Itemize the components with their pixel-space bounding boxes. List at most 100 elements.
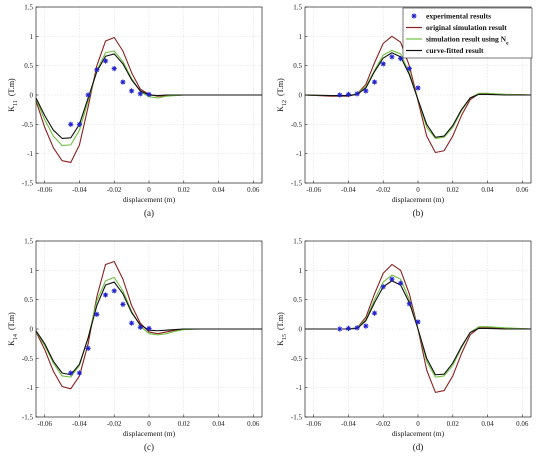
x-tick-label: 0.02 [178, 420, 191, 428]
y-axis-label: K12 (T.m) [276, 78, 288, 112]
experimental-point [380, 284, 386, 290]
y-tick-label: -0.5 [22, 355, 34, 363]
legend-label: experimental results [426, 12, 491, 21]
legend-label: original simulation result [426, 23, 507, 32]
experimental-point [354, 91, 360, 97]
x-tick-label: -0.04 [72, 420, 87, 428]
experimental-point [415, 319, 421, 325]
panel-label: (b) [413, 208, 424, 218]
y-tick-label: 1.5 [293, 238, 302, 246]
y-tick-label: -0.5 [291, 121, 303, 129]
x-axis-label: displacement (m) [392, 429, 445, 438]
experimental-point [102, 292, 109, 298]
y-tick-label: -1 [27, 384, 33, 392]
x-tick-label: 0.06 [516, 420, 529, 428]
experimental-point [389, 54, 395, 60]
x-tick-label: -0.04 [341, 186, 356, 194]
y-tick-label: 0.5 [24, 296, 33, 304]
y-tick-label: -1 [27, 150, 33, 158]
chart-panel: -0.06 -0.04 -0.02 0 0.02 0.04 0.06 -1.5 -1 -0.5 0 0… [276, 238, 532, 452]
y-tick-label: 0 [299, 92, 303, 100]
experimental-point [129, 320, 135, 326]
x-tick-label: 0.06 [247, 186, 260, 194]
y-tick-label: 0.5 [293, 62, 302, 70]
experimental-point [129, 88, 135, 94]
y-tick-label: 0.5 [24, 62, 33, 70]
y-axis-label-sub: 12 [282, 100, 288, 106]
y-tick-label: -0.5 [291, 355, 303, 363]
experimental-point [363, 323, 369, 329]
y-axis-label-main: K [7, 106, 16, 112]
y-tick-label: 1 [30, 267, 34, 275]
legend-entry: original simulation result [406, 23, 507, 32]
x-tick-label: 0 [416, 420, 420, 428]
legend-entry: curve-fitted result [406, 46, 484, 55]
x-axis-label: displacement (m) [392, 195, 445, 204]
experimental-point [406, 66, 412, 72]
legend: experimental results original simulation … [402, 7, 533, 59]
y-tick-label: -1.5 [22, 180, 34, 188]
legend-marker [411, 13, 417, 19]
experimental-point [76, 370, 83, 376]
x-tick-label: -0.02 [376, 420, 391, 428]
experimental-point [345, 325, 352, 332]
x-tick-label: -0.06 [306, 420, 321, 428]
series-line [35, 53, 262, 139]
x-tick-label: 0.06 [516, 186, 529, 194]
legend-entry: experimental results [411, 12, 491, 21]
y-axis-label-sub: 15 [282, 334, 288, 340]
x-axis-label: displacement (m) [123, 195, 176, 204]
experimental-point [120, 79, 126, 85]
legend-box [402, 7, 533, 59]
experimental-point [380, 61, 386, 67]
experimental-point [94, 67, 100, 73]
y-axis-label-main: K [276, 106, 285, 112]
y-tick-label: 1.5 [24, 238, 33, 246]
y-tick-label: 0 [30, 326, 34, 334]
panel-label: (d) [413, 442, 424, 452]
x-tick-label: 0.04 [481, 420, 494, 428]
x-tick-label: -0.06 [37, 420, 52, 428]
x-tick-label: 0.02 [447, 420, 460, 428]
experimental-point [415, 85, 421, 91]
experimental-point [406, 301, 412, 307]
series-line [305, 280, 531, 376]
experimental-point [76, 121, 83, 127]
chart-panels: -0.06 -0.04 -0.02 0 0.02 0.04 0.06 -1.5 -1 -0.5 0 0… [7, 4, 532, 452]
chart-panel: -0.06 -0.04 -0.02 0 0.02 0.04 0.06 -1.5 -1 -0.5 0 0… [7, 4, 263, 218]
experimental-point [85, 345, 91, 351]
y-tick-label: -1.5 [291, 414, 303, 422]
y-axis-label-unit: (T.m) [7, 312, 16, 332]
y-tick-label: 1 [299, 33, 303, 41]
series-line [35, 281, 262, 376]
experimental-point [94, 311, 100, 317]
x-tick-label: 0 [147, 420, 151, 428]
series-line [35, 276, 262, 378]
experimental-point [137, 91, 143, 97]
experimental-point [398, 280, 404, 286]
y-axis-label-unit: (T.m) [276, 312, 285, 332]
experimental-point [68, 121, 74, 127]
experimental-point [371, 310, 378, 316]
y-axis-label: K15 (T.m) [276, 312, 288, 346]
x-tick-label: 0.04 [481, 186, 494, 194]
y-tick-label: -0.5 [22, 121, 34, 129]
legend-label-sub: e [506, 41, 509, 47]
legend-label: simulation result using Ne [426, 35, 509, 47]
x-tick-label: -0.06 [37, 186, 52, 194]
experimental-point [146, 91, 152, 98]
series-line [304, 52, 531, 138]
experimental-point [345, 91, 352, 98]
y-axis-label-main: K [276, 340, 285, 346]
x-tick-label: 0.02 [178, 186, 191, 194]
x-tick-label: -0.02 [107, 186, 122, 194]
experimental-point [85, 92, 91, 98]
experimental-point [111, 66, 117, 72]
chart-panel: -0.06 -0.04 -0.02 0 0.02 0.04 0.06 -1.5 -1 -0.5 0 0… [7, 238, 263, 452]
experimental-point [371, 79, 378, 85]
y-tick-label: 1.5 [24, 4, 33, 12]
y-tick-label: 0 [299, 326, 303, 334]
experimental-point [354, 325, 360, 331]
experimental-point [137, 324, 143, 330]
